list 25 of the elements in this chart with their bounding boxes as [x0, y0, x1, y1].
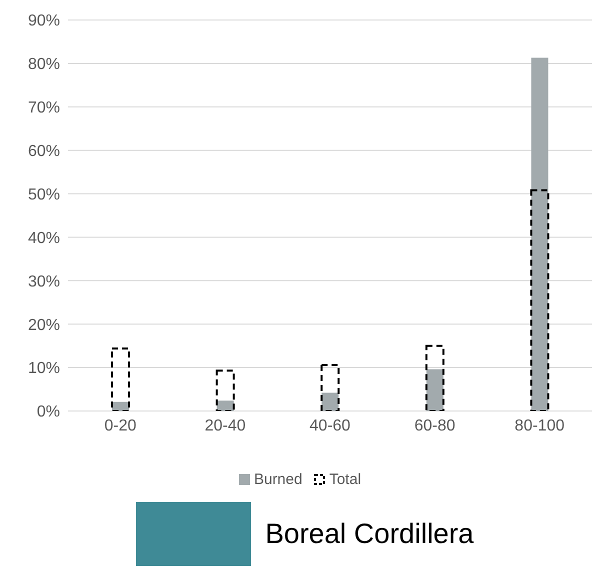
y-tick-label: 90%	[28, 12, 60, 30]
legend-label: Total	[329, 471, 362, 488]
y-tick-label: 20%	[28, 316, 60, 334]
y-tick-label: 60%	[28, 143, 60, 160]
bar	[216, 370, 235, 411]
x-tick-label: 60-80	[414, 417, 456, 434]
bar	[425, 344, 444, 411]
bar	[530, 189, 550, 411]
x-tick-label: 40-60	[310, 417, 351, 434]
y-tick-label: 0%	[36, 404, 60, 421]
y-tick-label: 30%	[28, 273, 60, 290]
bar	[531, 58, 548, 411]
y-tick-label: 50%	[28, 186, 60, 204]
legend-label: Burned	[254, 471, 302, 488]
text: Boreal Cordillera	[265, 518, 474, 550]
bar	[320, 364, 340, 411]
x-tick-label: 20-40	[204, 417, 246, 434]
y-tick-label: 70%	[28, 100, 60, 117]
y-tick-label: 40%	[28, 230, 60, 247]
y-tick-label: 10%	[28, 360, 60, 378]
y-tick-label: 80%	[28, 56, 60, 74]
bar	[111, 347, 130, 411]
x-tick-label: 0-20	[104, 417, 137, 434]
x-tick-label: 80-100	[514, 417, 565, 434]
bar	[426, 369, 444, 411]
